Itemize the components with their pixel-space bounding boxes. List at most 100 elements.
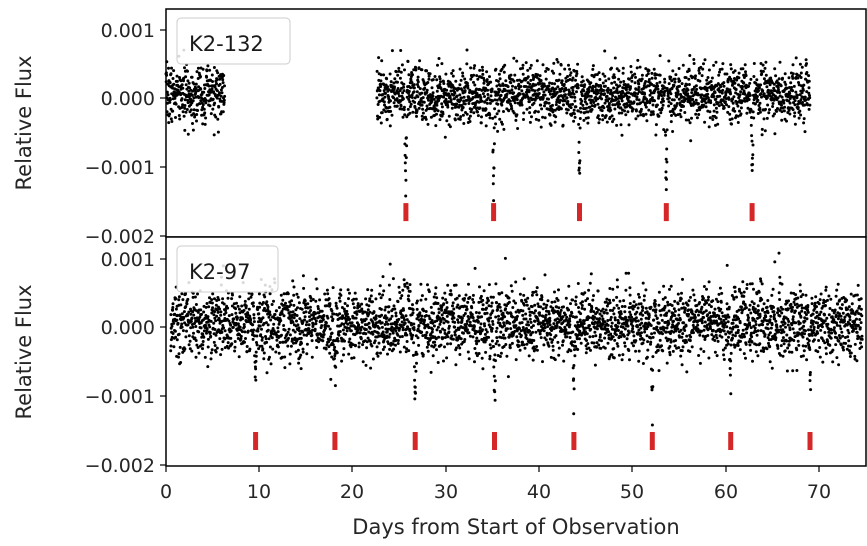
flux-point	[610, 353, 614, 357]
flux-point	[555, 324, 559, 328]
flux-point	[498, 77, 502, 81]
flux-point	[397, 94, 401, 98]
flux-point	[532, 101, 536, 105]
flux-point	[293, 330, 297, 334]
flux-point	[665, 177, 668, 181]
flux-point	[513, 73, 517, 77]
flux-point	[292, 341, 295, 345]
flux-point	[201, 122, 205, 126]
flux-point	[431, 321, 435, 325]
flux-point	[309, 296, 313, 300]
flux-point	[366, 308, 370, 312]
flux-point	[667, 82, 671, 86]
flux-point	[445, 301, 449, 304]
flux-point	[407, 97, 411, 101]
flux-point	[368, 326, 372, 330]
flux-point	[374, 316, 378, 320]
flux-point	[692, 58, 696, 61]
flux-point	[808, 103, 812, 107]
flux-point	[174, 102, 178, 106]
flux-point	[500, 336, 504, 340]
flux-point	[518, 92, 522, 96]
flux-point	[793, 103, 797, 107]
flux-point	[408, 111, 412, 115]
flux-point	[616, 325, 620, 329]
flux-point	[216, 296, 220, 299]
flux-point	[449, 98, 453, 102]
flux-point	[472, 80, 475, 84]
flux-point	[597, 308, 600, 312]
flux-point	[397, 285, 401, 289]
flux-point	[495, 112, 499, 116]
flux-point	[209, 112, 213, 116]
flux-point	[661, 97, 665, 101]
flux-point	[509, 73, 513, 77]
flux-point	[807, 107, 811, 111]
flux-point	[388, 347, 392, 351]
flux-point	[466, 86, 470, 90]
flux-point	[214, 303, 218, 307]
flux-point	[803, 130, 807, 134]
flux-point	[345, 326, 349, 330]
flux-point	[650, 76, 654, 80]
flux-point	[799, 71, 803, 75]
flux-point	[712, 109, 716, 113]
flux-point	[229, 336, 233, 340]
flux-point	[544, 77, 548, 81]
flux-point	[359, 318, 363, 322]
flux-point	[402, 105, 406, 109]
flux-point	[577, 166, 581, 170]
flux-point	[559, 89, 563, 93]
flux-point	[613, 338, 617, 342]
flux-point	[502, 127, 506, 131]
flux-point	[617, 100, 621, 104]
flux-point	[571, 366, 575, 370]
flux-point	[467, 317, 471, 321]
flux-point	[496, 102, 500, 106]
flux-point	[484, 124, 488, 128]
flux-point	[530, 305, 534, 309]
flux-point	[669, 75, 673, 79]
flux-point	[536, 110, 540, 114]
flux-point	[592, 294, 595, 298]
flux-point	[630, 79, 634, 83]
flux-point	[531, 73, 535, 77]
flux-point	[411, 311, 415, 315]
flux-point	[277, 351, 281, 355]
flux-point	[681, 63, 685, 67]
flux-point	[627, 95, 631, 99]
flux-point	[489, 295, 493, 299]
flux-point	[521, 326, 525, 329]
flux-point	[231, 293, 234, 297]
flux-point	[358, 304, 362, 308]
flux-point	[483, 332, 487, 336]
flux-point	[793, 99, 797, 103]
flux-point	[478, 326, 482, 330]
flux-point	[608, 298, 611, 302]
flux-point	[426, 283, 429, 287]
flux-point	[287, 336, 290, 340]
flux-point	[557, 306, 561, 310]
flux-point	[763, 66, 767, 70]
flux-point	[447, 324, 451, 328]
flux-point	[481, 72, 485, 76]
flux-point	[199, 326, 203, 330]
flux-point	[186, 79, 190, 83]
flux-point	[276, 326, 280, 330]
flux-point	[277, 306, 281, 309]
flux-point	[545, 319, 549, 323]
flux-point	[594, 334, 598, 338]
flux-point	[803, 95, 807, 99]
flux-point	[790, 86, 794, 89]
flux-point	[392, 347, 396, 351]
flux-point	[675, 95, 679, 99]
flux-point	[206, 337, 210, 341]
flux-point	[375, 69, 379, 73]
flux-point	[698, 79, 702, 83]
flux-point	[534, 330, 538, 334]
flux-point	[430, 319, 434, 322]
flux-point	[355, 312, 359, 316]
flux-point	[419, 298, 423, 302]
flux-point	[568, 319, 572, 323]
flux-point	[669, 102, 673, 106]
